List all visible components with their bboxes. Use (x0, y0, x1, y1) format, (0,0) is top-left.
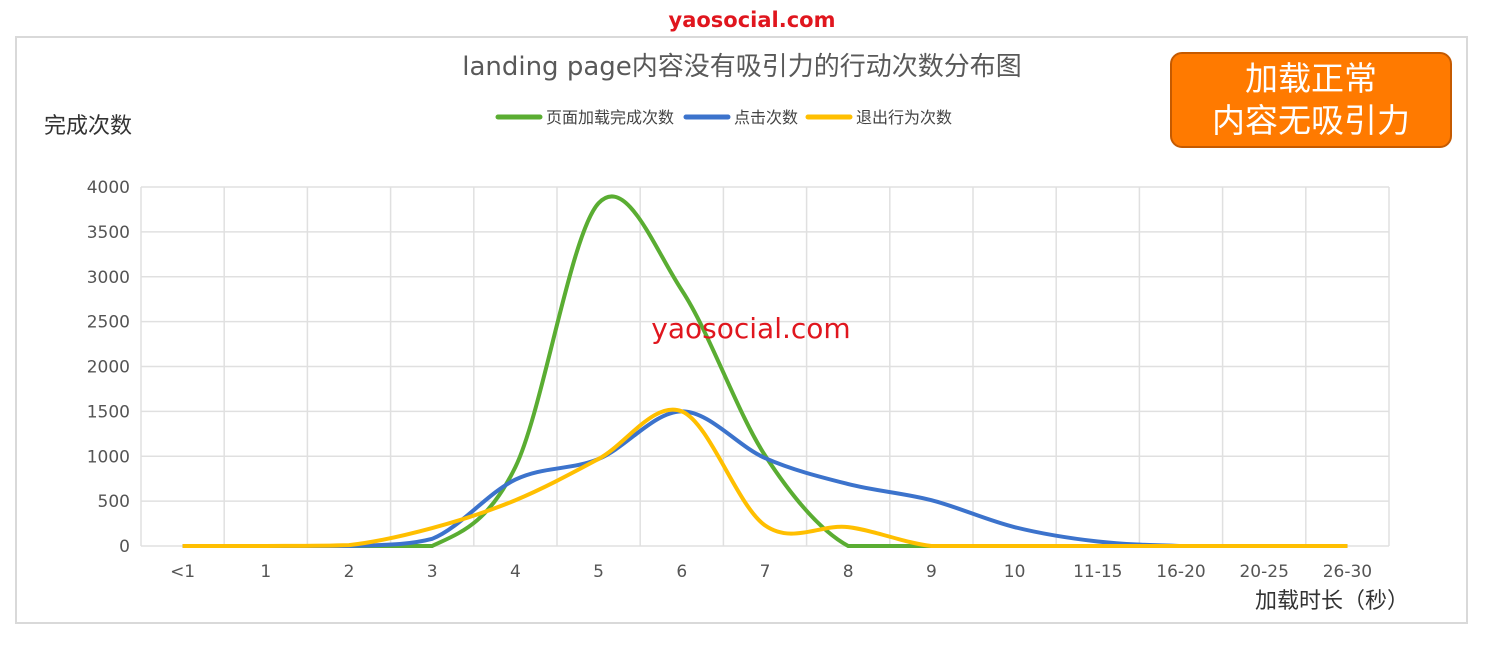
x-tick-label: 3 (427, 562, 438, 582)
watermark-center: yaosocial.com (651, 312, 850, 345)
legend-label: 退出行为次数 (856, 108, 952, 127)
y-tick-label: 0 (119, 537, 130, 557)
y-tick-label: 3500 (87, 223, 130, 243)
y-tick-label: 2500 (87, 313, 130, 333)
x-tick-label: 11-15 (1073, 562, 1122, 582)
x-tick-label: 4 (510, 562, 521, 582)
y-tick-label: 3000 (87, 268, 130, 288)
legend-label: 页面加载完成次数 (546, 108, 674, 127)
series-line (182, 407, 1348, 549)
series-line (182, 194, 1348, 549)
x-tick-label: 26-30 (1323, 562, 1372, 582)
y-tick-label: 1000 (87, 447, 130, 467)
y-tick-label: 2000 (87, 358, 130, 378)
x-tick-label: 1 (260, 562, 271, 582)
x-tick-label: 2 (344, 562, 355, 582)
chart-title: landing page内容没有吸引力的行动次数分布图 (462, 52, 1022, 82)
y-tick-label: 1500 (87, 402, 130, 422)
x-tick-label: 6 (676, 562, 687, 582)
y-tick-label: 4000 (87, 178, 130, 198)
x-tick-label: 5 (593, 562, 604, 582)
badge-line2: 内容无吸引力 (1212, 101, 1410, 140)
x-axis-label: 加载时长（秒） (1255, 589, 1409, 614)
x-tick-label: 10 (1004, 562, 1026, 582)
x-tick-label: 7 (760, 562, 771, 582)
chart-frame (15, 36, 1468, 624)
status-badge: 加载正常 内容无吸引力 (1170, 52, 1452, 148)
x-tick-label: 20-25 (1239, 562, 1288, 582)
x-tick-label: 8 (843, 562, 854, 582)
x-tick-label: 9 (926, 562, 937, 582)
x-tick-label: <1 (170, 562, 195, 582)
y-axis-label: 完成次数 (44, 114, 132, 139)
x-tick-label: 16-20 (1156, 562, 1205, 582)
watermark-top: yaosocial.com (668, 8, 836, 32)
y-tick-label: 500 (98, 492, 130, 512)
legend-label: 点击次数 (734, 108, 798, 127)
badge-line1: 加载正常 (1245, 59, 1377, 98)
